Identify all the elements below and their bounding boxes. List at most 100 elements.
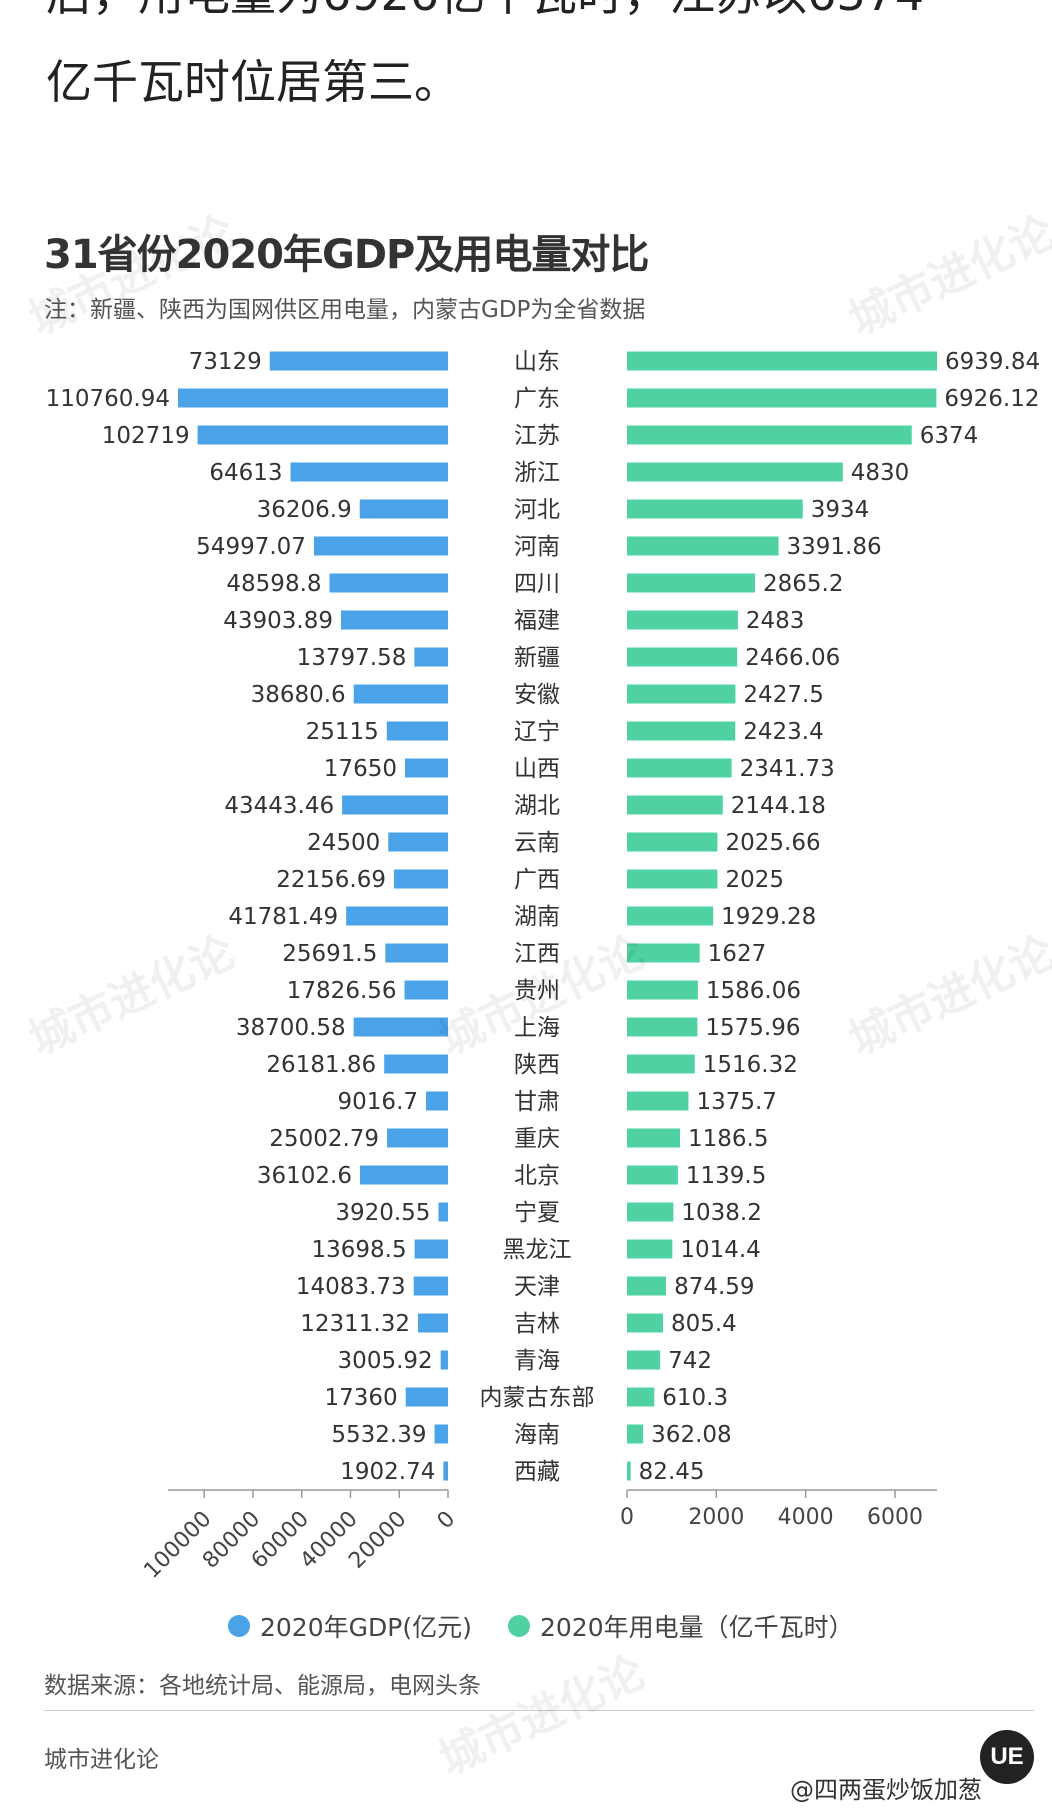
power-bar (627, 684, 736, 704)
power-value-label: 1586.06 (706, 978, 801, 1004)
gdp-bar (340, 610, 448, 630)
power-value-label: 2483 (746, 608, 805, 634)
power-value-label: 1014.4 (680, 1237, 760, 1263)
power-value-label: 2341.73 (740, 756, 835, 782)
power-value-label: 362.08 (651, 1422, 731, 1448)
power-bar (627, 1387, 655, 1407)
power-bar (627, 1128, 681, 1148)
power-bar (627, 1091, 689, 1111)
gdp-value-label: 102719 (102, 423, 190, 449)
gdp-tick-label: 0 (433, 1507, 461, 1535)
power-value-label: 1627 (708, 941, 767, 967)
power-bar (627, 647, 738, 667)
power-value-label: 3934 (811, 497, 870, 523)
power-series: 6939.84 6926.12 6374 4830 3934 3391.86 2865.2 2… (627, 349, 1040, 1485)
article-line-2: 亿千瓦时位居第三。 (46, 55, 460, 109)
power-bar (627, 573, 755, 593)
power-bar (627, 1202, 674, 1222)
gdp-bar (353, 1017, 448, 1037)
power-bar (627, 1350, 661, 1370)
power-bar (627, 758, 732, 778)
power-tick-label: 2000 (688, 1505, 744, 1530)
power-value-label: 4830 (851, 460, 910, 486)
category-label: 青海 (514, 1348, 560, 1374)
gdp-series: 73129 110760.94 102719 64613 36206.9 54997.07… (46, 349, 448, 1485)
gdp-bar (329, 573, 448, 593)
gdp-bar (434, 1424, 448, 1444)
legend-label-power: 2020年用电量（亿千瓦时） (540, 1613, 854, 1642)
legend-item-gdp: 2020年GDP(亿元) (228, 1608, 472, 1644)
power-bar (627, 795, 723, 815)
category-label: 广西 (514, 867, 560, 893)
gdp-bar (384, 1054, 448, 1074)
gdp-bar (404, 758, 448, 778)
legend-label-gdp: 2020年GDP(亿元) (260, 1613, 472, 1642)
power-value-label: 82.45 (639, 1459, 705, 1485)
power-bar (627, 610, 738, 630)
article-line-1: 后，用电量为6926亿千瓦时，江苏以6374 (46, 0, 924, 26)
power-value-label: 805.4 (671, 1311, 737, 1337)
gdp-bar (178, 388, 448, 408)
gdp-bar (359, 499, 448, 519)
power-bar (627, 980, 698, 1000)
gdp-bar (440, 1350, 448, 1370)
gdp-bar (443, 1461, 448, 1481)
legend-dot-power (508, 1615, 530, 1637)
power-tick-label: 6000 (867, 1505, 923, 1530)
category-label: 安徽 (514, 682, 560, 708)
category-label: 甘肃 (514, 1089, 560, 1115)
power-bar (627, 1017, 698, 1037)
gdp-value-label: 13698.5 (311, 1237, 406, 1263)
category-label: 内蒙古东部 (480, 1385, 595, 1411)
power-bar (627, 1313, 663, 1333)
gdp-value-label: 17826.56 (287, 978, 397, 1004)
power-bar (627, 351, 937, 371)
category-label: 广东 (514, 386, 560, 412)
power-value-label: 610.3 (662, 1385, 728, 1411)
gdp-bar (197, 425, 448, 445)
power-bar (627, 832, 718, 852)
category-label: 天津 (514, 1274, 560, 1300)
power-value-label: 2423.4 (743, 719, 823, 745)
gdp-bar (393, 869, 448, 889)
category-label: 西藏 (514, 1459, 560, 1485)
gdp-bar (385, 943, 448, 963)
gdp-value-label: 25115 (306, 719, 379, 745)
category-label: 浙江 (514, 460, 560, 486)
gdp-value-label: 3920.55 (335, 1200, 430, 1226)
gdp-value-label: 25002.79 (269, 1126, 379, 1152)
power-value-label: 2427.5 (743, 682, 823, 708)
power-bar (627, 721, 736, 741)
category-label: 湖北 (514, 793, 560, 819)
gdp-bar (387, 1128, 448, 1148)
power-value-label: 1929.28 (721, 904, 816, 930)
gdp-bar (346, 906, 448, 926)
category-label: 黑龙江 (503, 1237, 572, 1263)
power-bar (627, 1054, 695, 1074)
category-label: 云南 (514, 830, 560, 856)
power-value-label: 1038.2 (681, 1200, 761, 1226)
brand-logo: UE (980, 1730, 1034, 1784)
gdp-bar (388, 832, 448, 852)
gdp-bar (414, 1239, 448, 1259)
power-value-label: 6926.12 (944, 386, 1039, 412)
category-label: 海南 (514, 1422, 560, 1448)
gdp-bar (426, 1091, 448, 1111)
category-label: 宁夏 (514, 1200, 560, 1226)
gdp-value-label: 17360 (325, 1385, 398, 1411)
category-label: 河北 (514, 497, 560, 523)
power-bar (627, 425, 912, 445)
gdp-value-label: 41781.49 (228, 904, 338, 930)
divider (44, 1710, 1034, 1711)
power-bar (627, 1239, 673, 1259)
power-value-label: 2025 (725, 867, 784, 893)
category-label: 四川 (514, 571, 560, 597)
power-bar (627, 536, 779, 556)
power-value-label: 6939.84 (945, 349, 1040, 375)
power-value-label: 6374 (920, 423, 979, 449)
gdp-value-label: 43443.46 (224, 793, 334, 819)
category-label: 贵州 (514, 978, 560, 1004)
gdp-value-label: 43903.89 (223, 608, 333, 634)
gdp-value-label: 3005.92 (338, 1348, 433, 1374)
